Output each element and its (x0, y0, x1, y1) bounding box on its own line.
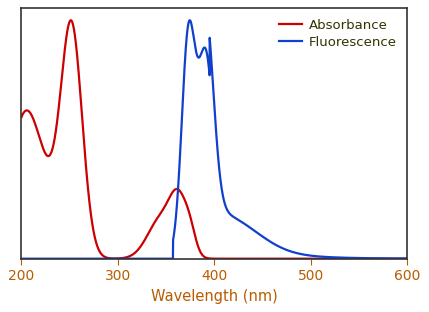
Fluorescence (202, 46, 208, 50)
Absorbance (68, 18, 73, 22)
Line: Absorbance: Absorbance (21, 20, 408, 259)
Absorbance (181, 196, 186, 200)
Fluorescence (184, 35, 189, 38)
Fluorescence (19, 257, 24, 261)
Fluorescence (181, 82, 186, 86)
Absorbance (374, 257, 379, 261)
Absorbance (393, 257, 398, 261)
Fluorescence (187, 18, 192, 22)
Absorbance (202, 255, 208, 259)
X-axis label: Wavelength (nm): Wavelength (nm) (151, 289, 278, 304)
Fluorescence (374, 256, 379, 260)
Absorbance (299, 257, 305, 261)
Absorbance (184, 203, 189, 207)
Absorbance (405, 257, 410, 261)
Absorbance (19, 115, 24, 119)
Legend: Absorbance, Fluorescence: Absorbance, Fluorescence (275, 15, 401, 53)
Fluorescence (299, 252, 305, 256)
Fluorescence (405, 257, 410, 261)
Fluorescence (393, 256, 398, 260)
Line: Fluorescence: Fluorescence (21, 20, 408, 259)
